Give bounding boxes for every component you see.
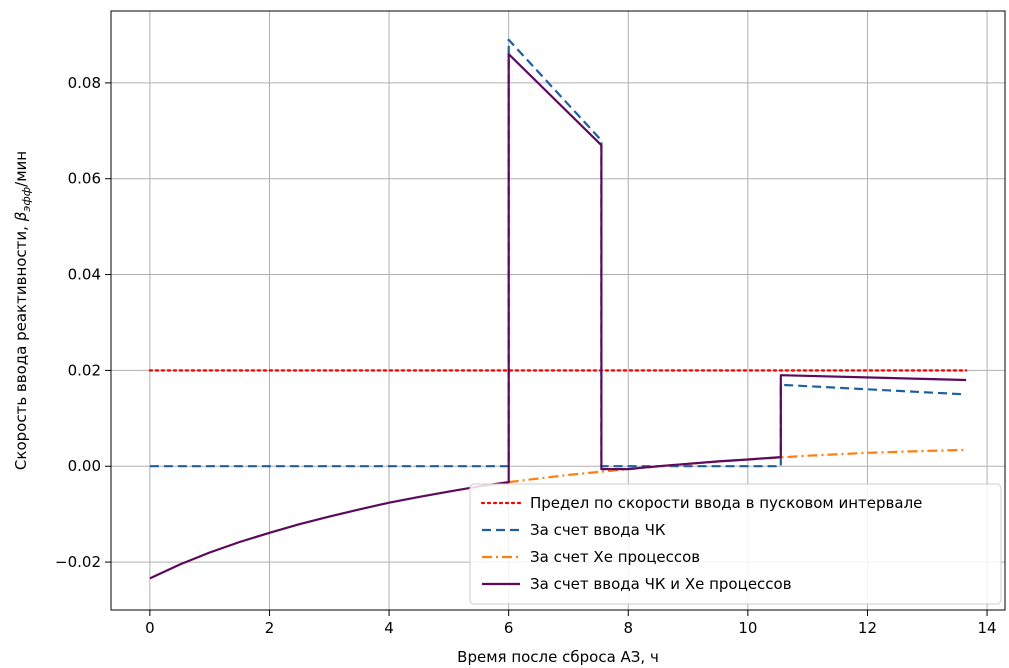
x-tick-label: 8	[623, 619, 633, 637]
y-axis-label: Скорость ввода реактивности, βэфф/мин	[12, 151, 33, 470]
y-axis-label-beta: β	[12, 211, 30, 222]
x-tick-label: 2	[265, 619, 275, 637]
legend-label-0: Предел по скорости ввода в пусковом инте…	[530, 494, 922, 512]
legend-label-1: За счет ввода ЧК	[530, 521, 666, 539]
y-tick-label: −0.02	[55, 553, 101, 571]
x-tick-label: 12	[858, 619, 877, 637]
y-tick-label: 0.02	[68, 361, 101, 379]
legend-label-2: За счет Хе процессов	[530, 548, 700, 566]
x-tick-label: 14	[978, 619, 997, 637]
plot-frame	[110, 10, 1006, 611]
y-axis-label-unit: /мин	[12, 151, 30, 187]
x-tick-label: 0	[145, 619, 155, 637]
legend-box	[469, 483, 1002, 605]
y-tick-label: 0.00	[68, 457, 101, 475]
y-tick-label: 0.08	[68, 74, 101, 92]
y-axis-label-text: Скорость ввода реактивности,	[12, 221, 30, 470]
x-tick-label: 4	[384, 619, 394, 637]
y-tick-label: 0.06	[68, 170, 101, 188]
y-axis-label-sub: эфф	[20, 187, 33, 212]
legend-label-3: За счет ввода ЧК и Хе процессов	[530, 575, 792, 593]
legend: Предел по скорости ввода в пусковом инте…	[469, 483, 1002, 605]
x-tick-label: 10	[738, 619, 757, 637]
y-tick-label: 0.04	[68, 266, 101, 284]
axis-ticks: 0 2 4 6 8 10 12 14 −0.02 0.00 0.02 0.04 0.06 0.08	[55, 74, 997, 637]
x-tick-label: 6	[504, 619, 514, 637]
x-axis-label: Время после сброса АЗ, ч	[457, 648, 659, 666]
